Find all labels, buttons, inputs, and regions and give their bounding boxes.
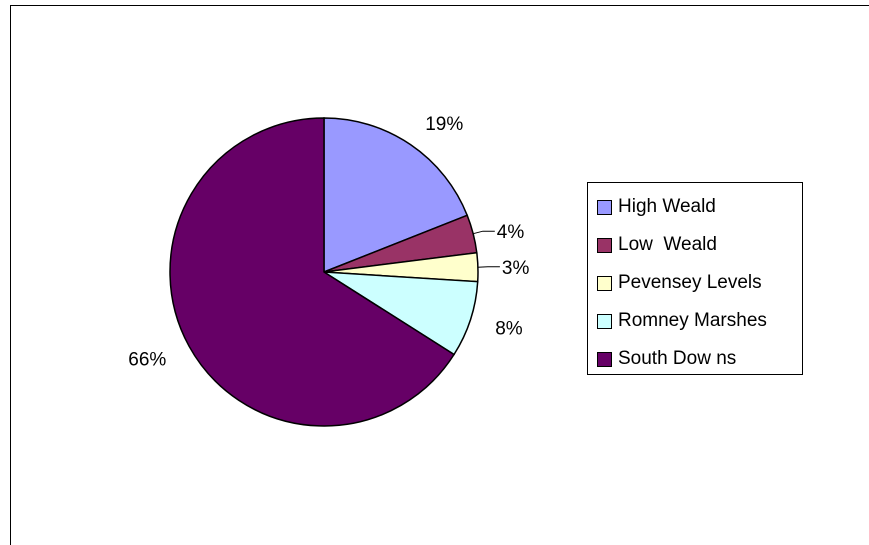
data-label-south-dow-ns: 66% [128,350,166,371]
legend-item-pevensey-levels: Pevensey Levels [588,264,802,302]
data-label-pevensey-levels: 3% [502,258,530,279]
legend-label: South Dow ns [618,348,736,370]
legend-item-low-weald: Low Weald [588,226,802,264]
data-label-high-weald: 19% [425,114,463,135]
legend-swatch-south-downs [597,352,612,367]
legend-swatch-pevensey-levels [597,276,612,291]
legend-swatch-low-weald [597,238,612,253]
data-label-romney-marshes: 8% [495,319,523,340]
legend-swatch-high-weald [597,200,612,215]
legend-item-south-downs: South Dow ns [588,340,802,378]
legend-label: Romney Marshes [618,310,767,332]
legend-label: Low Weald [618,234,717,256]
data-label-low-weald: 4% [497,222,525,243]
legend-label: High Weald [618,196,716,218]
pie-slices [170,118,478,426]
legend-item-romney-marshes: Romney Marshes [588,302,802,340]
legend-label: Pevensey Levels [618,272,762,294]
chart-legend: High Weald Low Weald Pevensey Levels Rom… [587,182,803,375]
legend-item-high-weald: High Weald [588,188,802,226]
legend-swatch-romney-marshes [597,314,612,329]
leader-line-low-weald [473,231,495,234]
